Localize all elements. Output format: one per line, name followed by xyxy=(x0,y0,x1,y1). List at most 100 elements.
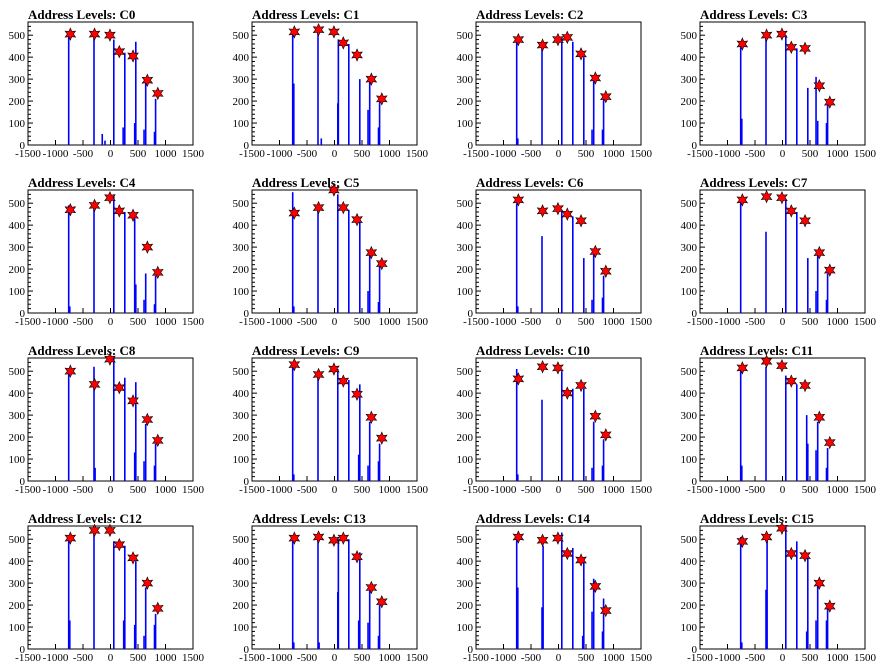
peak-marker xyxy=(736,37,749,51)
peak-marker xyxy=(141,576,154,590)
x-tick-label: -500 xyxy=(297,652,318,664)
panel-title: Address Levels: C1 xyxy=(252,7,359,22)
x-tick-label: 1000 xyxy=(603,484,626,496)
x-tick-label: 1500 xyxy=(854,316,877,328)
peak-marker xyxy=(375,256,388,271)
x-tick-label: 1500 xyxy=(854,652,877,664)
x-tick-label: -1500 xyxy=(687,316,713,328)
y-tick-label: 400 xyxy=(457,556,474,568)
x-tick-label: -1000 xyxy=(267,148,293,160)
peak-marker xyxy=(536,533,549,548)
y-tick-label: 200 xyxy=(457,600,474,612)
panel-title: Address Levels: C9 xyxy=(252,343,360,358)
x-tick-label: -1000 xyxy=(267,484,293,496)
x-tick-label: -500 xyxy=(521,316,542,328)
peak-marker xyxy=(375,431,388,445)
y-tick-label: 500 xyxy=(457,198,474,210)
x-tick-label: -1500 xyxy=(463,148,489,160)
x-tick-label: -1000 xyxy=(267,316,293,328)
x-tick-label: 500 xyxy=(130,484,147,496)
x-tick-label: 0 xyxy=(556,652,562,664)
peak-marker xyxy=(312,367,325,382)
x-tick-label: -500 xyxy=(521,148,542,160)
y-tick-label: 200 xyxy=(457,432,474,444)
x-tick-label: -1000 xyxy=(491,316,517,328)
y-tick-label: 300 xyxy=(457,578,474,590)
peak-marker xyxy=(799,378,811,393)
y-tick-label: 0 xyxy=(692,308,698,320)
y-tick-label: 300 xyxy=(681,242,698,254)
peak-marker xyxy=(312,530,325,544)
x-tick-label: 500 xyxy=(578,652,595,664)
peak-marker xyxy=(575,378,587,393)
plot-frame xyxy=(27,525,194,650)
peak-marker xyxy=(536,204,549,218)
y-tick-label: 0 xyxy=(468,644,474,656)
peak-marker xyxy=(88,377,101,392)
x-tick-label: 1000 xyxy=(379,652,402,664)
peak-marker xyxy=(104,523,116,538)
y-tick-label: 300 xyxy=(9,578,26,590)
y-tick-label: 200 xyxy=(233,432,250,444)
y-tick-label: 400 xyxy=(457,52,474,64)
y-tick-label: 400 xyxy=(9,52,26,64)
panel-title: Address Levels: C13 xyxy=(252,511,366,526)
peak-marker xyxy=(351,550,363,564)
x-tick-label: -1500 xyxy=(463,316,489,328)
x-tick-label: 500 xyxy=(130,316,147,328)
x-tick-label: 0 xyxy=(108,316,114,328)
peak-marker xyxy=(561,546,574,561)
peak-marker xyxy=(127,551,139,565)
peak-marker xyxy=(141,412,154,427)
y-tick-label: 0 xyxy=(244,308,250,320)
x-tick-label: -1500 xyxy=(687,148,713,160)
x-tick-label: 1000 xyxy=(379,316,402,328)
x-tick-label: 0 xyxy=(556,484,562,496)
y-tick-label: 100 xyxy=(9,118,26,130)
y-tick-label: 500 xyxy=(9,366,26,378)
panel-c0: Address Levels: C00100200300400500-1500-… xyxy=(9,7,205,160)
x-tick-label: -1000 xyxy=(491,484,517,496)
panel-c13: Address Levels: C13 0 100 200 300 400 500 -1500… xyxy=(233,511,429,664)
peak-marker xyxy=(785,374,798,388)
peak-marker xyxy=(365,410,378,425)
y-tick-label: 200 xyxy=(233,600,250,612)
x-tick-label: -500 xyxy=(297,316,318,328)
peak-marker xyxy=(813,410,826,425)
y-tick-label: 0 xyxy=(20,140,26,152)
peak-marker xyxy=(552,201,564,216)
y-tick-label: 300 xyxy=(9,242,26,254)
panel-c4: Address Levels: C40100200300400500-1500-… xyxy=(9,175,205,328)
y-tick-label: 500 xyxy=(457,366,474,378)
x-tick-label: -1000 xyxy=(43,652,69,664)
panel-title: Address Levels: C14 xyxy=(476,511,590,526)
y-tick-label: 500 xyxy=(681,198,698,210)
peak-marker xyxy=(776,190,788,205)
peak-marker xyxy=(312,22,325,37)
x-tick-label: -1500 xyxy=(239,484,265,496)
peak-marker xyxy=(799,214,811,228)
peak-marker xyxy=(575,553,587,567)
x-tick-label: 500 xyxy=(130,148,147,160)
y-tick-label: 100 xyxy=(681,118,698,130)
y-tick-label: 300 xyxy=(9,410,26,422)
y-tick-label: 500 xyxy=(9,30,26,42)
y-tick-label: 100 xyxy=(681,622,698,634)
plot-frame xyxy=(699,357,866,482)
plot-frame xyxy=(699,189,866,314)
peak-marker xyxy=(575,47,587,61)
y-tick-label: 0 xyxy=(244,140,250,152)
peak-marker xyxy=(88,523,101,538)
y-tick-label: 0 xyxy=(468,308,474,320)
x-tick-label: 0 xyxy=(332,484,338,496)
x-tick-label: 1000 xyxy=(379,484,402,496)
peak-marker xyxy=(776,358,788,373)
y-tick-label: 300 xyxy=(457,74,474,86)
x-tick-label: 1500 xyxy=(182,316,205,328)
x-tick-label: -500 xyxy=(73,316,94,328)
x-tick-label: -1000 xyxy=(715,484,741,496)
peak-marker xyxy=(151,433,164,448)
plot-frame xyxy=(251,357,418,482)
panel-c1: Address Levels: C10100200300400500-1500-… xyxy=(233,7,429,160)
panel-title: Address Levels: C8 xyxy=(28,343,136,358)
